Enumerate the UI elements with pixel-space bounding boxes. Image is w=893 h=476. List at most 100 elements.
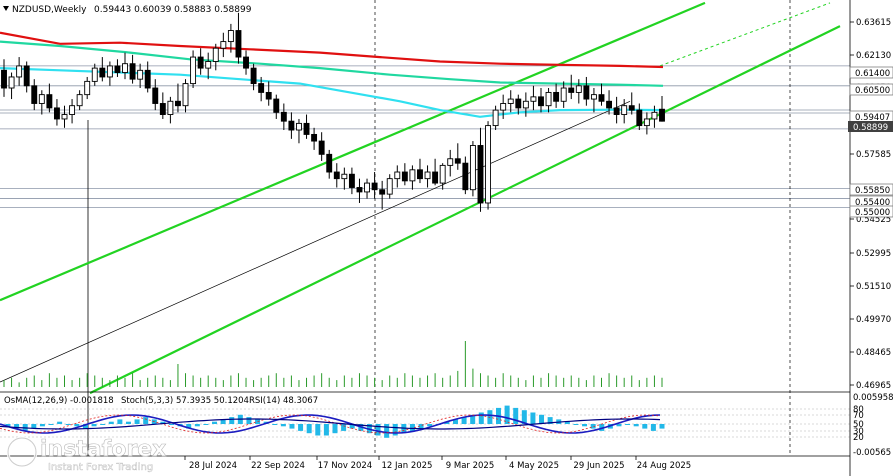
osma-bar: [315, 424, 321, 436]
candle: [492, 105, 499, 131]
osma-bar: [100, 424, 106, 425]
candle-body: [182, 83, 189, 107]
candle-body: [296, 122, 302, 131]
channel-line: [0, 1, 706, 302]
time-axis-label: 28 Jul 2024: [189, 461, 237, 471]
candle: [250, 63, 257, 91]
price-axis-label: 0.57585: [856, 150, 891, 160]
candle-body: [447, 158, 454, 166]
price-tag-box: [849, 66, 893, 79]
price-tag-value: 0.60500: [855, 86, 890, 96]
candle: [31, 79, 38, 111]
candle: [16, 57, 23, 86]
price-tag-box: [849, 205, 893, 218]
candle: [636, 103, 643, 131]
osma-bar: [65, 424, 71, 425]
candle: [122, 52, 128, 80]
candle-body: [76, 94, 83, 107]
candle: [364, 178, 370, 199]
candle: [99, 57, 106, 82]
candle: [61, 105, 68, 128]
candle-body: [439, 164, 446, 184]
candle-body: [69, 105, 76, 115]
channel-extension: [659, 2, 831, 67]
candle-body: [628, 105, 635, 111]
osma-bar: [521, 410, 527, 424]
candle: [583, 76, 590, 106]
candle-body: [401, 171, 408, 182]
candle: [485, 121, 491, 210]
candle-body: [560, 87, 567, 102]
price-axis-label: 0.46965: [856, 381, 891, 391]
indicator-header: OsMA(12,26,9) -0.001818 Stoch(5,3,3) 57.…: [4, 396, 318, 406]
candle: [212, 43, 219, 71]
rsi-line: [0, 418, 661, 430]
candle-body: [371, 182, 378, 191]
candle: [515, 94, 522, 115]
candle-body: [280, 111, 287, 122]
candle-body: [16, 65, 23, 78]
candle-body: [394, 171, 401, 180]
main-pane: [0, 0, 850, 456]
osma-bar: [530, 412, 536, 424]
osma-bar: [573, 424, 579, 425]
osma-bar: [341, 424, 347, 431]
candle-body: [8, 76, 15, 89]
candle: [606, 90, 613, 115]
price-tag-box: [849, 183, 893, 196]
time-axis-label: 17 Nov 2024: [318, 461, 372, 471]
candle-body: [643, 118, 650, 127]
candle-body: [454, 158, 461, 164]
stoch-level-label: 30: [853, 427, 864, 437]
osma-bar: [74, 424, 80, 427]
candle-body: [530, 96, 537, 102]
candle-body: [99, 67, 106, 78]
osma-bar: [444, 421, 450, 424]
dropdown-triangle-icon[interactable]: [3, 6, 9, 11]
osma-bar: [625, 424, 631, 425]
candle: [318, 132, 325, 161]
candle-body: [364, 182, 370, 193]
candle: [432, 158, 439, 186]
osma-bar: [143, 417, 149, 424]
osma-bar: [564, 421, 570, 424]
candle-body: [205, 61, 212, 69]
candle-body: [348, 173, 355, 188]
osma-bar: [212, 421, 218, 424]
candle-body: [175, 100, 181, 107]
time-axis-label: 22 Sep 2024: [251, 461, 305, 471]
candle-body: [651, 111, 658, 120]
candle-body: [197, 56, 204, 69]
ma-long-line: [0, 31, 664, 69]
candle: [462, 156, 469, 195]
candle-body: [53, 107, 60, 120]
candle: [76, 90, 83, 111]
candle: [303, 114, 310, 139]
price-axis-label: 0.63615: [856, 18, 891, 28]
osma-bar: [298, 424, 304, 431]
time-axis-labels: 28 Jul 2024 22 Sep 2024 17 Nov 2024 12 Jan …: [184, 456, 691, 471]
candle-body: [409, 169, 416, 182]
candle: [296, 118, 302, 144]
osma-bar: [220, 419, 226, 424]
osma-bar: [160, 421, 166, 424]
time-axis: 28 Jul 2024 22 Sep 2024 17 Nov 2024 12 Jan …: [0, 455, 850, 471]
last-price-value: 0.58899: [853, 123, 888, 133]
candle-body: [38, 94, 45, 104]
candle-body: [356, 187, 363, 193]
osma-bar: [616, 424, 622, 427]
candle-body: [379, 189, 386, 195]
osma-bar: [91, 424, 97, 427]
candle-body: [598, 94, 605, 102]
osma-bar: [384, 424, 390, 438]
osma-bar: [642, 424, 648, 429]
osma-bar: [582, 424, 588, 427]
candle: [235, 12, 242, 64]
channel-line: [89, 25, 841, 395]
candle-body: [500, 103, 507, 111]
candle-body: [152, 87, 159, 104]
time-axis-label: 9 Mar 2025: [446, 461, 494, 471]
osma-bar: [39, 424, 45, 427]
osma-bar: [194, 424, 200, 427]
